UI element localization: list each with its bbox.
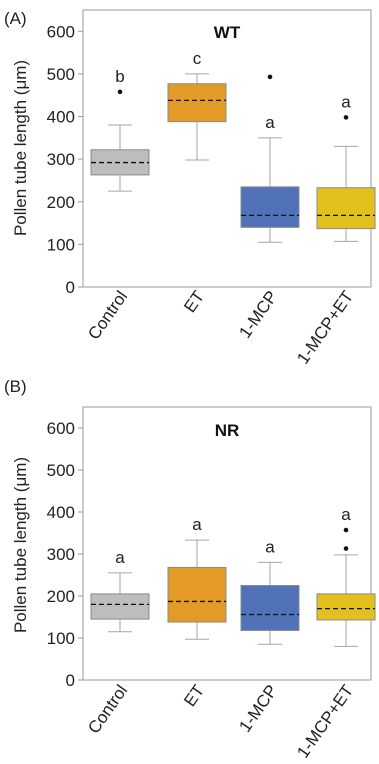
box-et: a bbox=[167, 515, 227, 640]
significance-letter: b bbox=[115, 67, 124, 86]
box-1-mcp-et: a bbox=[316, 92, 376, 242]
y-axis-label: Pollen tube length (μm) bbox=[11, 457, 30, 633]
box-body bbox=[240, 585, 300, 631]
y-tick-label: 0 bbox=[66, 671, 75, 690]
box-1-mcp: a bbox=[240, 537, 300, 645]
box-et: c bbox=[167, 49, 227, 161]
significance-letter: a bbox=[265, 537, 275, 556]
outlier-point bbox=[267, 74, 273, 80]
y-tick-label: 200 bbox=[47, 193, 75, 212]
significance-letter: a bbox=[115, 548, 125, 567]
significance-letter: a bbox=[192, 515, 202, 534]
significance-letter: a bbox=[341, 505, 351, 524]
y-tick-label: 100 bbox=[47, 235, 75, 254]
y-tick-label: 500 bbox=[47, 65, 75, 84]
chart-panel-b: (B) NR 0 100 200 300 400 500 600 Pollen tube leng… bbox=[4, 377, 376, 762]
chart-panel-a: (A) WT 0 100 200 300 400 500 600 Pollen tube leng… bbox=[4, 9, 376, 368]
y-tick-label: 400 bbox=[47, 503, 75, 522]
y-axis-label: Pollen tube length (μm) bbox=[11, 60, 30, 236]
y-tick-label: 300 bbox=[47, 150, 75, 169]
box-body bbox=[240, 186, 300, 228]
outlier-point bbox=[343, 115, 349, 120]
box-body bbox=[90, 593, 150, 620]
outlier-point bbox=[343, 527, 349, 533]
x-category-label: Control bbox=[84, 287, 131, 343]
significance-letter: c bbox=[193, 49, 202, 68]
x-category-label: 1-MCP bbox=[235, 287, 281, 341]
y-tick-label: 600 bbox=[47, 22, 75, 41]
chart-title: NR bbox=[215, 421, 240, 440]
significance-letter: a bbox=[341, 92, 351, 111]
y-tick-label: 600 bbox=[47, 419, 75, 438]
box-1-mcp: a bbox=[240, 74, 300, 243]
y-tick-label: 0 bbox=[66, 278, 75, 297]
panel-label: (B) bbox=[4, 377, 27, 396]
box-body bbox=[316, 593, 376, 621]
outlier-point bbox=[117, 89, 123, 95]
x-category-label: 1-MCP bbox=[235, 681, 281, 735]
outlier-point bbox=[343, 546, 349, 551]
plot-frame bbox=[82, 9, 372, 288]
plot-frame bbox=[82, 406, 372, 681]
x-category-label: Control bbox=[84, 681, 131, 737]
y-tick-label: 100 bbox=[47, 629, 75, 648]
box-control: b bbox=[90, 67, 150, 192]
y-tick-label: 300 bbox=[47, 545, 75, 564]
box-1-mcp-et: a bbox=[316, 505, 376, 647]
y-tick-label: 500 bbox=[47, 461, 75, 480]
significance-letter: a bbox=[265, 113, 275, 132]
x-category-label: 1-MCP+ET bbox=[293, 287, 357, 367]
y-tick-label: 200 bbox=[47, 587, 75, 606]
x-category-label: ET bbox=[180, 287, 208, 316]
x-category-label: ET bbox=[180, 681, 208, 710]
x-category-label: 1-MCP+ET bbox=[293, 681, 357, 761]
box-body bbox=[167, 566, 227, 623]
box-body bbox=[316, 187, 376, 230]
y-tick-label: 400 bbox=[47, 108, 75, 127]
chart-title: WT bbox=[214, 23, 241, 42]
panel-label: (A) bbox=[4, 9, 27, 28]
box-body bbox=[167, 83, 227, 123]
box-control: a bbox=[90, 548, 150, 633]
